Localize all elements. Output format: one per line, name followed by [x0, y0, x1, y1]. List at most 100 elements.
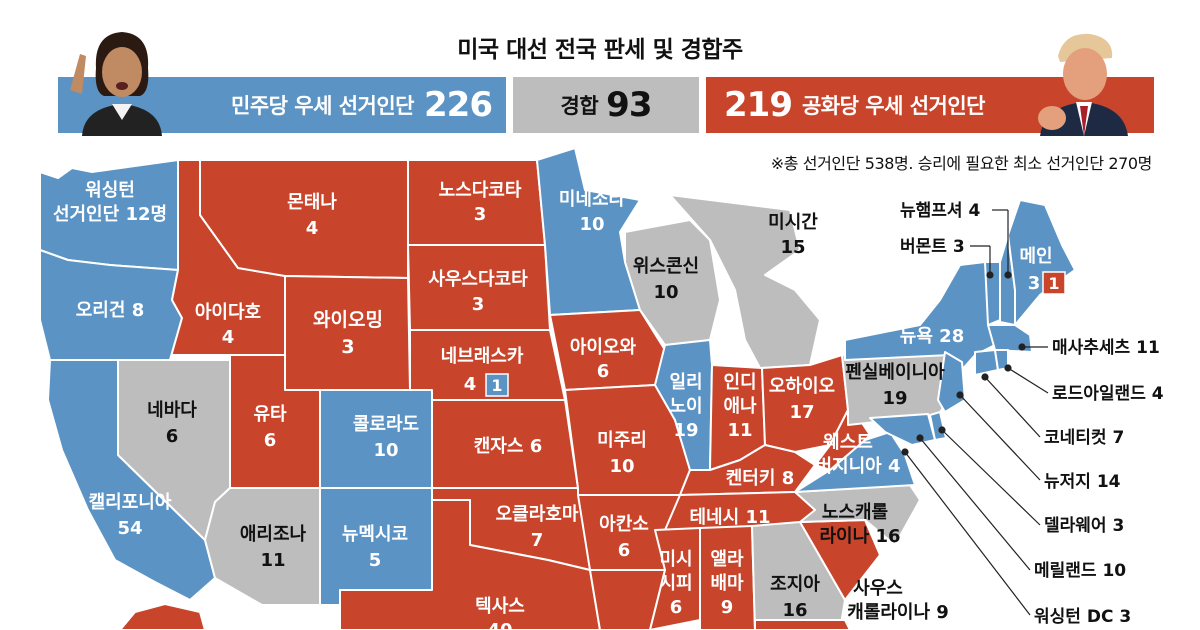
label-arkansas-votes: 6 — [618, 540, 631, 561]
label-nebraska-name: 네브래스카 — [441, 346, 524, 367]
callout-dc: 워싱턴 DC 3 — [1034, 607, 1131, 627]
label-ohio-name: 오하이오 — [769, 376, 835, 397]
callout-massachusetts: 매사추세츠 11 — [1052, 338, 1160, 358]
callout-maryland: 메릴랜드 10 — [1034, 561, 1126, 581]
label-texas-name: 텍사스 — [475, 596, 525, 617]
maine-split-badge — [1042, 271, 1066, 295]
label-illinois-name2: 노이 — [669, 396, 702, 417]
label-idaho-name: 아이다호 — [195, 302, 261, 323]
state-maine — [1007, 199, 1076, 326]
state-michigan — [669, 194, 821, 369]
state-north-dakota — [407, 159, 546, 246]
nebraska-split-badge — [485, 373, 509, 397]
label-north-carolina-name2: 라이나 16 — [820, 526, 901, 547]
label-indiana-name2: 애나 — [723, 396, 757, 417]
label-indiana-name1: 인디 — [723, 372, 756, 393]
republican-candidate-photo — [1038, 33, 1128, 136]
state-alabama — [699, 525, 756, 630]
callout-vermont: 버몬트 3 — [900, 237, 965, 257]
label-iowa-name: 아이오와 — [570, 337, 637, 358]
label-utah-votes: 6 — [264, 430, 277, 451]
label-nevada-votes: 6 — [166, 426, 179, 447]
tossup-value: 93 — [606, 85, 652, 125]
callout-new-hampshire: 뉴햄프셔 4 — [900, 200, 980, 221]
label-new-mexico-name: 뉴멕시코 — [342, 524, 408, 545]
label-arizona-name: 애리조나 — [240, 524, 307, 545]
state-mississippi — [649, 527, 701, 630]
label-arizona-votes: 11 — [260, 550, 285, 571]
label-tennessee: 테네시 11 — [690, 507, 771, 528]
callout-connecticut: 코네티컷 7 — [1044, 428, 1124, 448]
state-alaska-partial — [119, 603, 206, 630]
label-maine-split: 1 — [1048, 274, 1059, 293]
label-nebraska-votes: 4 — [464, 374, 477, 395]
label-montana-name: 몬태나 — [287, 192, 337, 213]
label-south-carolina-name2: 캐롤라이나 9 — [847, 602, 949, 623]
label-maine-votes: 3 — [1028, 273, 1041, 294]
label-arkansas-name: 아칸소 — [599, 514, 649, 535]
label-north-carolina-name1: 노스캐롤 — [822, 502, 888, 523]
tossup-bar: 경합 93 — [513, 77, 699, 133]
label-idaho-votes: 4 — [222, 327, 235, 348]
label-illinois-votes: 19 — [673, 420, 698, 441]
label-wyoming-name: 와이오밍 — [313, 309, 383, 331]
label-alabama-votes: 9 — [721, 597, 734, 618]
label-wisconsin-votes: 10 — [653, 282, 678, 303]
tossup-label: 경합 — [560, 94, 599, 118]
state-minnesota — [536, 147, 641, 316]
label-pennsylvania-name: 펜실베이니아 — [845, 362, 945, 383]
page-title: 미국 대선 전국 판세 및 경합주 — [457, 37, 743, 63]
label-indiana-votes: 11 — [727, 420, 752, 441]
callout-delaware: 델라웨어 3 — [1044, 515, 1124, 536]
label-new-mexico-votes: 5 — [369, 550, 382, 571]
label-oklahoma-name: 오클라호마 — [496, 504, 579, 525]
label-mississippi-name1: 미시 — [659, 549, 692, 570]
state-vermont — [984, 261, 1001, 326]
label-maine-name: 메인 — [1019, 246, 1052, 267]
democrat-value: 226 — [424, 85, 493, 125]
label-michigan-votes: 15 — [780, 237, 805, 258]
label-michigan-name: 미시간 — [768, 212, 818, 233]
callout-new-jersey: 뉴저지 14 — [1044, 472, 1121, 492]
state-colorado — [319, 389, 433, 489]
state-georgia — [751, 521, 846, 630]
label-new-york: 뉴욕 28 — [900, 326, 964, 347]
label-pennsylvania-votes: 19 — [882, 388, 907, 409]
state-louisiana — [589, 569, 666, 630]
label-minnesota-votes: 10 — [579, 214, 604, 235]
label-montana-votes: 4 — [306, 218, 319, 239]
label-alabama-name1: 앨라 — [710, 549, 744, 570]
label-iowa-votes: 6 — [597, 361, 610, 382]
label-south-dakota-name: 사우스다코타 — [428, 269, 528, 290]
republican-label: 공화당 우세 선거인단 — [801, 94, 986, 118]
state-north-carolina — [794, 484, 921, 546]
footnote: ※총 선거인단 538명. 승리에 필요한 최소 선거인단 270명 — [770, 154, 1153, 173]
label-north-dakota-votes: 3 — [474, 204, 487, 225]
label-washington-name: 워싱턴 — [85, 179, 135, 201]
label-oklahoma-votes: 7 — [531, 530, 544, 551]
label-minnesota-name: 미네소타 — [559, 189, 626, 210]
democrat-candidate-photo — [70, 32, 162, 136]
label-north-dakota-name: 노스다코타 — [439, 180, 522, 201]
label-washington-sub: 선거인단 12명 — [53, 204, 167, 225]
label-ohio-votes: 17 — [789, 402, 814, 423]
label-colorado-votes: 10 — [373, 440, 398, 461]
label-illinois-name1: 일리 — [669, 372, 702, 393]
label-mississippi-name2: 시피 — [659, 573, 692, 594]
label-missouri-votes: 10 — [609, 456, 634, 477]
label-west-virginia-name1: 웨스트 — [823, 432, 873, 453]
state-wyoming — [284, 275, 411, 391]
state-arizona — [204, 487, 321, 606]
label-wisconsin-name: 위스콘신 — [633, 256, 699, 277]
label-south-dakota-votes: 3 — [472, 294, 485, 315]
label-south-carolina-name1: 사우스 — [853, 578, 903, 599]
label-california-votes: 54 — [117, 518, 142, 539]
label-kansas: 캔자스 6 — [474, 436, 542, 457]
label-west-virginia-name2: 버지니아 4 — [815, 456, 900, 477]
state-new-york — [844, 261, 996, 373]
label-alabama-name2: 배마 — [710, 573, 744, 594]
label-wyoming-votes: 3 — [341, 336, 354, 358]
label-missouri-name: 미주리 — [597, 430, 647, 451]
label-texas-votes: 40 — [487, 620, 512, 630]
